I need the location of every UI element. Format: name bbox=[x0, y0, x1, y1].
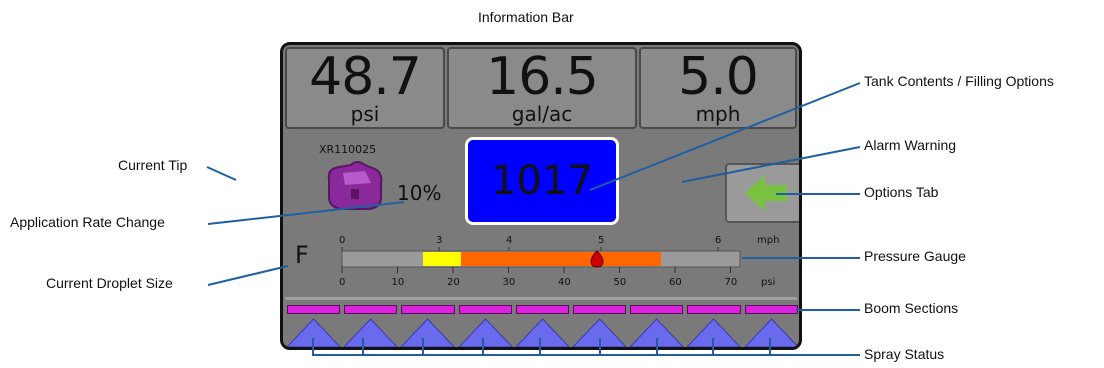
boom-section-bar[interactable] bbox=[687, 305, 741, 314]
gauge-yellow-band bbox=[423, 252, 461, 266]
gauge-needle-drop bbox=[590, 250, 604, 268]
psi-tick-label: 30 bbox=[502, 277, 516, 288]
psi-tick-label: 20 bbox=[447, 277, 460, 288]
rate-change: 10% bbox=[397, 181, 442, 205]
information-bar-label: Information Bar bbox=[478, 9, 574, 25]
spray-status-triangle[interactable] bbox=[685, 315, 742, 347]
boom-section-bar[interactable] bbox=[287, 305, 341, 314]
options-tab-label: Options Tab bbox=[864, 184, 939, 200]
mph-tick-label: 0 bbox=[339, 235, 346, 246]
spray-status-triangle[interactable] bbox=[514, 315, 571, 347]
rate-unit: gal/ac bbox=[511, 102, 573, 126]
tip-name: XR110025 bbox=[319, 143, 377, 156]
psi-tick-label: 50 bbox=[613, 277, 627, 288]
current-tip-label: Current Tip bbox=[118, 157, 188, 173]
boom-section-bar[interactable] bbox=[458, 305, 512, 314]
mph-unit-label: mph bbox=[757, 235, 780, 246]
spray-status-triangle[interactable] bbox=[743, 315, 800, 347]
nozzle-icon[interactable] bbox=[321, 159, 393, 211]
tank-contents-label: Tank Contents / Filling Options bbox=[864, 73, 1054, 89]
boom-divider bbox=[285, 297, 797, 300]
gauge-orange-band bbox=[461, 252, 661, 266]
psi-tick-label: 10 bbox=[391, 277, 405, 288]
rate-value: 16.5 bbox=[486, 47, 599, 107]
tank-value: 1017 bbox=[491, 158, 593, 204]
spray-status-triangle[interactable] bbox=[285, 315, 342, 347]
current-droplet-size-label: Current Droplet Size bbox=[46, 275, 173, 291]
boom-section-bar[interactable] bbox=[401, 305, 455, 314]
application-rate-change-label: Application Rate Change bbox=[10, 214, 165, 230]
spray-status-triangle[interactable] bbox=[342, 315, 399, 347]
boom-section-bar[interactable] bbox=[630, 305, 684, 314]
mph-tick-label: 4 bbox=[506, 235, 513, 246]
pressure-gauge-label: Pressure Gauge bbox=[864, 248, 966, 264]
alarm-warning-label: Alarm Warning bbox=[864, 137, 957, 153]
boom-sections-label: Boom Sections bbox=[864, 300, 959, 316]
psi-unit-label: psi bbox=[761, 277, 776, 288]
spray-status-label: Spray Status bbox=[864, 346, 945, 362]
boom-sections bbox=[283, 301, 799, 347]
psi-tick-label: 70 bbox=[724, 277, 738, 288]
mph-tick-label: 3 bbox=[436, 235, 443, 246]
pressure-readout[interactable]: 48.7 psi bbox=[285, 47, 445, 129]
psi-tick-label: 0 bbox=[339, 277, 346, 288]
spray-status-triangle[interactable] bbox=[399, 315, 456, 347]
droplet-size: F bbox=[295, 241, 309, 269]
leader-current-tip bbox=[206, 166, 237, 181]
psi-tick-label: 60 bbox=[669, 277, 682, 288]
boom-section-bar[interactable] bbox=[515, 305, 569, 314]
spray-status-triangle[interactable] bbox=[628, 315, 685, 347]
leader-droplet bbox=[207, 265, 289, 286]
device-screen: 48.7 psi 16.5 gal/ac 5.0 mph XR110025 10… bbox=[280, 42, 802, 350]
mph-tick-label: 5 bbox=[598, 235, 605, 246]
pressure-value: 48.7 bbox=[309, 47, 422, 107]
boom-section-bar[interactable] bbox=[344, 305, 398, 314]
psi-tick-label: 40 bbox=[558, 277, 571, 288]
spray-status-triangle[interactable] bbox=[457, 315, 514, 347]
boom-section-bar[interactable] bbox=[573, 305, 627, 314]
boom-section-bar[interactable] bbox=[744, 305, 798, 314]
mph-tick-label: 6 bbox=[715, 235, 722, 246]
pressure-unit: psi bbox=[350, 102, 380, 126]
spray-status-triangle[interactable] bbox=[571, 315, 628, 347]
pressure-gauge: 0 3 4 5 6 0 10 20 30 40 50 60 70 mph psi bbox=[283, 45, 799, 347]
